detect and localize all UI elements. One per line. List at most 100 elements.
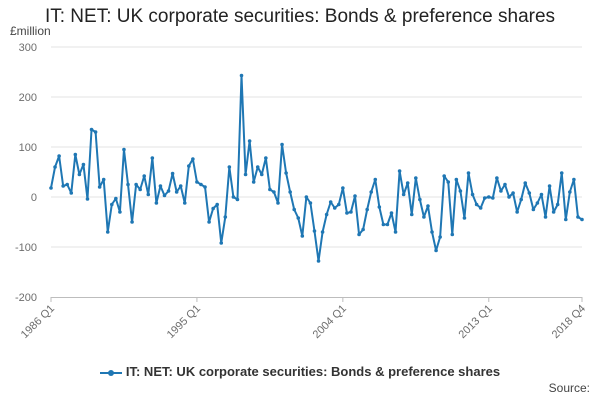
data-point [373, 177, 378, 182]
x-tick-label: 1986 Q1 [19, 303, 57, 341]
data-point [158, 184, 163, 188]
legend-label: IT: NET: UK corporate securities: Bonds … [125, 364, 501, 379]
data-point [324, 212, 329, 217]
data-point [49, 186, 53, 190]
data-point [280, 142, 284, 147]
data-point [332, 206, 337, 210]
data-point [251, 180, 256, 184]
data-point [495, 176, 499, 180]
data-point [85, 197, 90, 201]
data-point [235, 197, 240, 202]
data-point [288, 190, 292, 194]
data-point [53, 165, 57, 169]
legend: IT: NET: UK corporate securities: Bonds … [0, 364, 600, 379]
data-point [568, 190, 572, 194]
y-axis-ticks: 300 200 100 0 -100 -200 [15, 42, 37, 304]
data-point [320, 230, 325, 234]
data-point [580, 217, 584, 222]
data-point [563, 217, 568, 222]
chart-title: IT: NET: UK corporate securities: Bonds … [44, 6, 556, 27]
x-axis-ticks: 1986 Q1 1995 Q1 2004 Q1 2013 Q1 2018 Q4 [19, 297, 588, 341]
data-point [195, 180, 199, 184]
data-point [576, 215, 580, 219]
data-point [369, 190, 374, 194]
data-point [170, 171, 175, 176]
data-point [555, 202, 560, 207]
data-point [292, 207, 297, 212]
data-point [97, 185, 102, 189]
data-point [442, 174, 446, 178]
data-point [446, 180, 451, 184]
data-point [328, 200, 333, 204]
data-point [470, 192, 475, 197]
y-tick-label: 300 [19, 42, 37, 54]
data-point [466, 171, 471, 175]
data-point [142, 174, 147, 178]
data-point [255, 165, 260, 169]
data-point [259, 172, 264, 177]
data-point [486, 195, 491, 199]
data-point [89, 127, 94, 132]
data-point [110, 202, 114, 207]
data-point [77, 172, 82, 177]
data-point [357, 232, 361, 237]
data-point [377, 205, 382, 209]
y-tick-label: 200 [19, 92, 37, 104]
data-point [499, 189, 503, 193]
data-point [57, 154, 61, 158]
data-point [300, 234, 305, 238]
data-point [268, 187, 272, 192]
legend-line-marker-icon [99, 369, 122, 376]
data-point [491, 196, 495, 200]
data-point [284, 171, 288, 175]
x-tick-label: 2013 Q1 [457, 303, 495, 341]
data-point [182, 201, 187, 205]
data-point [418, 197, 422, 202]
y-tick-label: -100 [15, 242, 37, 254]
y-tick-label: 0 [31, 192, 37, 204]
data-point [154, 201, 159, 205]
data-point [458, 189, 463, 193]
data-point [134, 182, 138, 187]
data-point [450, 232, 455, 237]
data-point [385, 222, 390, 227]
data-point [166, 189, 171, 193]
data-point [199, 182, 203, 187]
data-point [523, 181, 528, 185]
data-point [353, 194, 357, 198]
data-point [162, 193, 167, 198]
data-point [187, 164, 191, 168]
data-point [239, 73, 244, 78]
series-line [50, 74, 583, 262]
data-point [61, 184, 65, 188]
data-point [393, 230, 398, 234]
data-point [219, 241, 224, 245]
data-point [227, 165, 232, 169]
data-point [126, 182, 130, 187]
data-point [146, 192, 151, 197]
data-point [81, 162, 86, 167]
data-point [462, 216, 467, 220]
data-point [231, 195, 236, 199]
data-point [430, 230, 434, 234]
y-tick-label: -200 [15, 292, 37, 304]
data-point [341, 186, 345, 190]
data-point [422, 215, 426, 219]
data-point [474, 202, 479, 207]
data-point [223, 215, 228, 219]
data-point [345, 211, 349, 215]
data-point [519, 197, 523, 202]
data-point [316, 259, 321, 263]
data-point [543, 215, 548, 219]
data-point [572, 177, 576, 182]
data-point [312, 229, 317, 233]
data-point [276, 201, 280, 205]
data-point [130, 220, 134, 224]
data-point [349, 210, 353, 214]
data-point [409, 212, 414, 217]
y-tick-label: 100 [19, 142, 37, 154]
data-point [207, 220, 211, 224]
data-point [272, 190, 276, 194]
data-point [264, 156, 268, 160]
data-point [105, 230, 110, 234]
